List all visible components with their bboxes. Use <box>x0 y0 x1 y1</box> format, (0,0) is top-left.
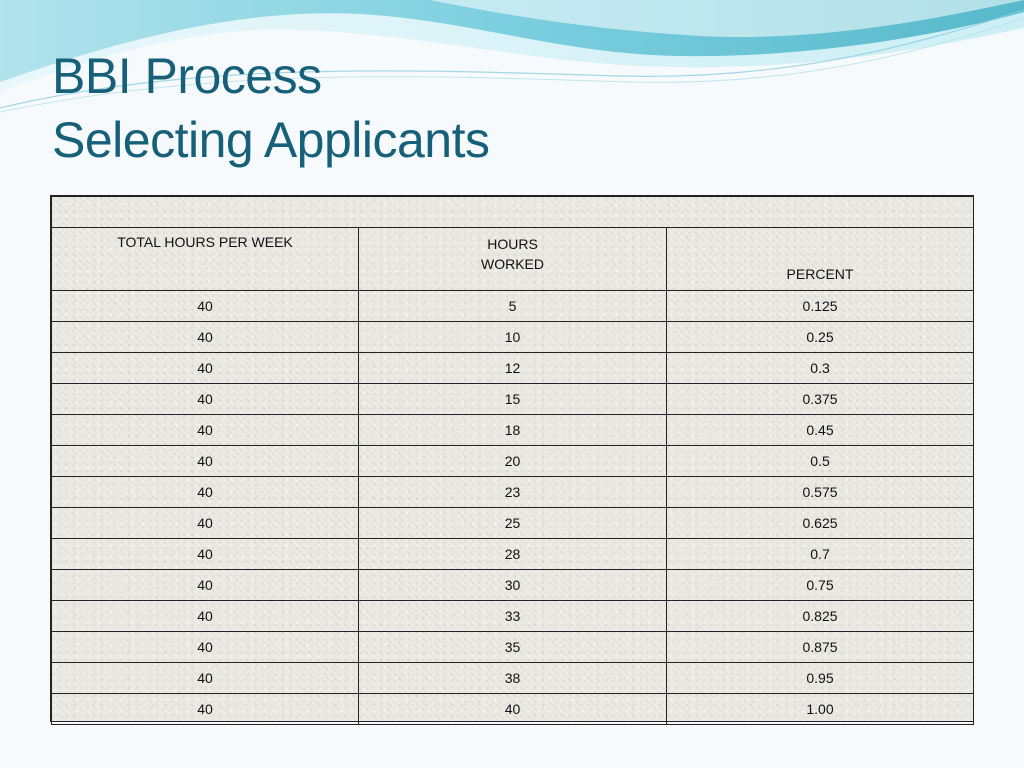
slide-title: BBI Process Selecting Applicants <box>52 44 490 172</box>
table-row: 40 12 0.3 <box>51 352 975 384</box>
cell-percent: 0.3 <box>665 352 975 384</box>
cell-total-hours: 40 <box>51 600 359 632</box>
table-row: 40 38 0.95 <box>51 662 975 694</box>
cell-hours-worked: 38 <box>358 662 667 694</box>
cell-total-hours: 40 <box>51 507 359 539</box>
blank-header-row <box>50 196 975 228</box>
header-total-hours: TOTAL HOURS PER WEEK <box>51 227 359 291</box>
table-row: 40 35 0.875 <box>51 631 975 663</box>
cell-total-hours: 40 <box>51 414 359 446</box>
cell-total-hours: 40 <box>51 569 359 601</box>
table-row: 40 28 0.7 <box>51 538 975 570</box>
header-percent: PERCENT <box>665 227 975 291</box>
cell-hours-worked: 25 <box>358 507 667 539</box>
blank-cell <box>50 196 975 228</box>
decorative-wave-banner <box>0 0 1024 113</box>
cell-total-hours: 40 <box>51 290 359 322</box>
cell-hours-worked: 10 <box>358 321 667 353</box>
table-row: 40 23 0.575 <box>51 476 975 508</box>
cell-total-hours: 40 <box>51 352 359 384</box>
cell-total-hours: 40 <box>51 476 359 508</box>
cell-total-hours: 40 <box>51 631 359 663</box>
cell-hours-worked: 33 <box>358 600 667 632</box>
cell-hours-worked: 28 <box>358 538 667 570</box>
header-hours-worked-line-2: WORKED <box>481 256 544 272</box>
cell-percent: 0.5 <box>665 445 975 477</box>
table-row: 40 25 0.625 <box>51 507 975 539</box>
hours-percent-table: TOTAL HOURS PER WEEK HOURS WORKED PERCEN… <box>50 195 975 725</box>
cell-hours-worked: 12 <box>358 352 667 384</box>
cell-percent: 0.25 <box>665 321 975 353</box>
data-table: TOTAL HOURS PER WEEK HOURS WORKED PERCEN… <box>50 196 975 725</box>
cell-hours-worked: 40 <box>358 693 667 725</box>
title-line-1: BBI Process <box>52 48 322 104</box>
table-row: 40 10 0.25 <box>51 321 975 353</box>
cell-hours-worked: 20 <box>358 445 667 477</box>
title-line-2: Selecting Applicants <box>52 112 490 168</box>
cell-percent: 1.00 <box>665 693 975 725</box>
cell-percent: 0.875 <box>665 631 975 663</box>
cell-percent: 0.45 <box>665 414 975 446</box>
cell-total-hours: 40 <box>51 662 359 694</box>
table-header-row: TOTAL HOURS PER WEEK HOURS WORKED PERCEN… <box>51 227 975 291</box>
cell-hours-worked: 5 <box>358 290 667 322</box>
table-row: 40 15 0.375 <box>51 383 975 415</box>
cell-hours-worked: 23 <box>358 476 667 508</box>
cell-percent: 0.75 <box>665 569 975 601</box>
cell-percent: 0.825 <box>665 600 975 632</box>
cell-total-hours: 40 <box>51 693 359 725</box>
header-hours-worked-line-1: HOURS <box>487 236 538 252</box>
table-body: 40 5 0.125 40 10 0.25 40 12 0.3 40 15 0.375 40 18 0.45… <box>51 290 975 725</box>
table-row: 40 18 0.45 <box>51 414 975 446</box>
cell-percent: 0.625 <box>665 507 975 539</box>
cell-hours-worked: 30 <box>358 569 667 601</box>
table-row: 40 20 0.5 <box>51 445 975 477</box>
table-row: 40 5 0.125 <box>51 290 975 322</box>
cell-total-hours: 40 <box>51 321 359 353</box>
cell-hours-worked: 35 <box>358 631 667 663</box>
table-row: 40 40 1.00 <box>51 693 975 725</box>
cell-total-hours: 40 <box>51 538 359 570</box>
cell-percent: 0.125 <box>665 290 975 322</box>
cell-percent: 0.575 <box>665 476 975 508</box>
cell-hours-worked: 15 <box>358 383 667 415</box>
cell-hours-worked: 18 <box>358 414 667 446</box>
cell-percent: 0.95 <box>665 662 975 694</box>
header-hours-worked: HOURS WORKED <box>358 227 667 291</box>
cell-percent: 0.7 <box>665 538 975 570</box>
table-row: 40 33 0.825 <box>51 600 975 632</box>
cell-percent: 0.375 <box>665 383 975 415</box>
cell-total-hours: 40 <box>51 445 359 477</box>
cell-total-hours: 40 <box>51 383 359 415</box>
table-row: 40 30 0.75 <box>51 569 975 601</box>
